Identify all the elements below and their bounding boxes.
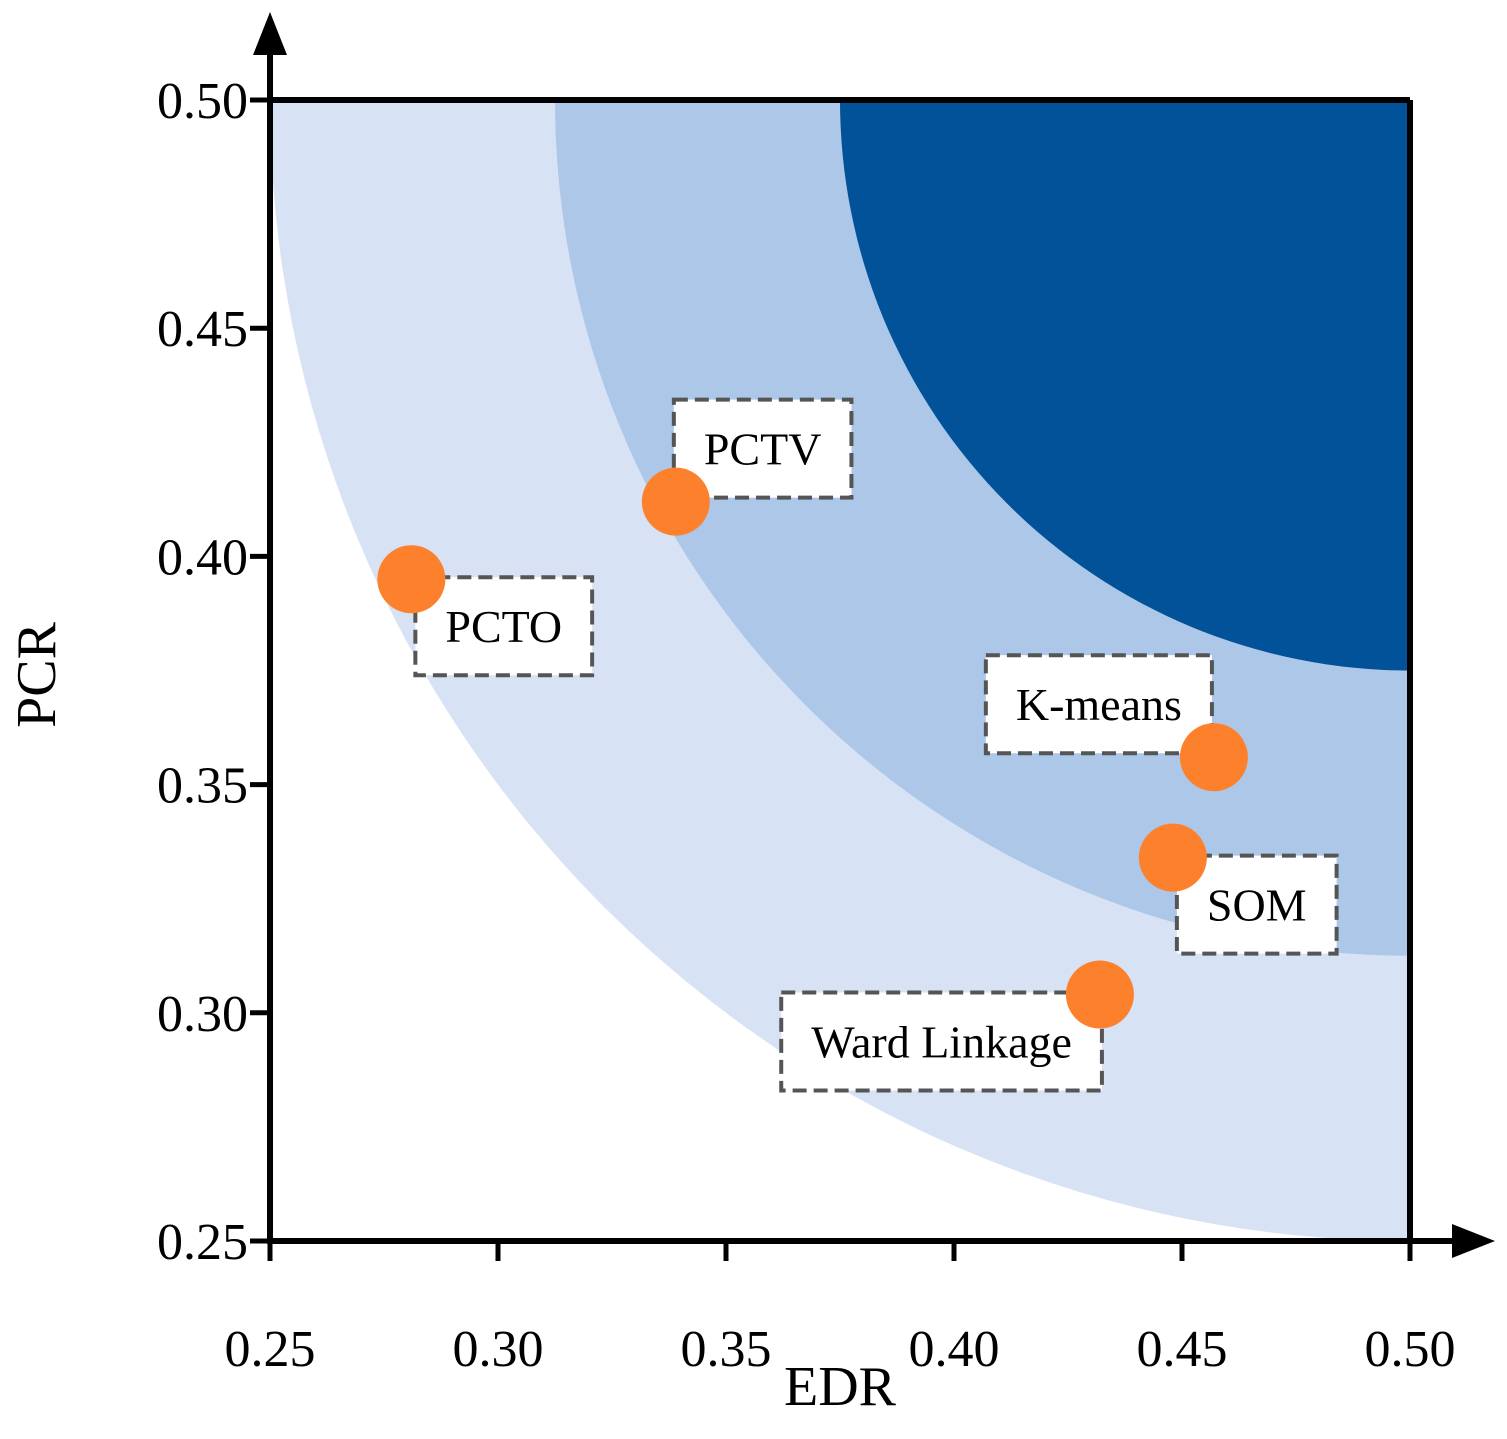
x-tick-label: 0.40 (909, 1321, 1000, 1378)
y-tick-label: 0.40 (157, 529, 248, 586)
point-pctv (641, 467, 710, 536)
y-tick-label: 0.50 (157, 73, 248, 130)
x-tick-label: 0.30 (453, 1321, 544, 1378)
y-axis-arrow-icon (253, 12, 287, 55)
point-label-text: K-means (1016, 679, 1182, 730)
point-label-text: PCTO (445, 601, 562, 652)
tick-labels: 0.25 0.30 0.35 0.40 0.45 0.50 0.25 0.30 0.35 0.40… (157, 73, 1456, 1378)
y-axis-title: PCR (6, 621, 68, 727)
x-axis-arrow-icon (1452, 1224, 1495, 1258)
point-labels: PCTO PCTV K-means SOM Ward Linkage (413, 397, 1339, 1093)
band-3 (840, 100, 1410, 671)
y-tick-label: 0.45 (157, 301, 248, 358)
label-box (671, 397, 854, 500)
point-label-text: Ward Linkage (811, 1017, 1072, 1068)
x-tick-label: 0.50 (1365, 1321, 1456, 1378)
x-tick-label: 0.25 (225, 1321, 316, 1378)
data-points (377, 467, 1248, 1029)
point-k-means (1179, 723, 1248, 792)
point-som (1138, 823, 1207, 892)
point-label-pctv: PCTV (671, 397, 854, 500)
axes (253, 12, 1495, 1258)
label-box (983, 653, 1214, 756)
plot-frame (270, 97, 1413, 1241)
point-label-pcto: PCTO (413, 575, 595, 678)
y-tick-label: 0.25 (157, 1214, 248, 1271)
point-label-k-means: K-means (983, 653, 1214, 756)
point-ward-linkage (1065, 960, 1134, 1029)
x-tick-label: 0.45 (1137, 1321, 1228, 1378)
label-box (413, 575, 595, 678)
y-tick-label: 0.35 (157, 758, 248, 815)
point-pcto (377, 545, 446, 614)
y-tick-label: 0.30 (157, 986, 248, 1043)
point-label-ward-linkage: Ward Linkage (779, 990, 1104, 1093)
point-label-text: SOM (1207, 880, 1307, 931)
x-tick-label: 0.35 (681, 1321, 772, 1378)
x-axis-title: EDR (784, 1356, 897, 1418)
point-label-text: PCTV (704, 424, 822, 475)
label-box (779, 990, 1104, 1093)
tick-marks (250, 97, 1413, 1261)
